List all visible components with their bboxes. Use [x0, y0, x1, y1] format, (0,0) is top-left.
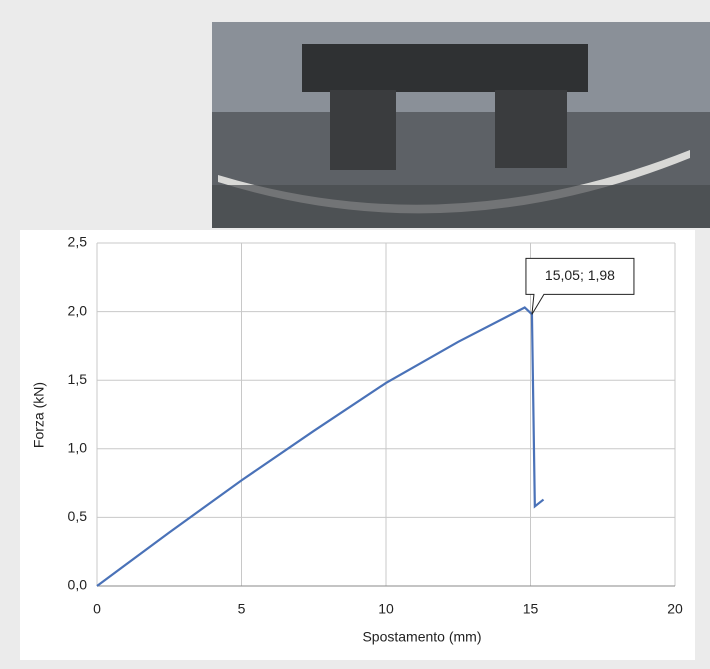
chart-panel — [20, 230, 695, 660]
y-tick-label: 0,5 — [68, 508, 88, 524]
photo — [212, 22, 710, 228]
y-tick-label: 1,0 — [68, 440, 88, 456]
y-tick-label: 1,5 — [68, 371, 88, 387]
annotation: 15,05; 1,98 — [545, 267, 615, 283]
x-tick-label: 15 — [523, 601, 539, 617]
y-tick-label: 2,0 — [68, 302, 88, 318]
y-axis-label: Forza (kN) — [31, 382, 47, 448]
data-line — [96, 306, 545, 587]
annotation-box — [525, 257, 635, 315]
x-axis-label: Spostamento (mm) — [362, 629, 481, 645]
x-tick-label: 20 — [667, 601, 683, 617]
x-tick-label: 0 — [93, 601, 101, 617]
y-tick-label: 2,5 — [68, 234, 88, 250]
x-tick-label: 10 — [378, 601, 394, 617]
y-tick-label: 0,0 — [68, 577, 88, 593]
x-tick-label: 5 — [238, 601, 246, 617]
